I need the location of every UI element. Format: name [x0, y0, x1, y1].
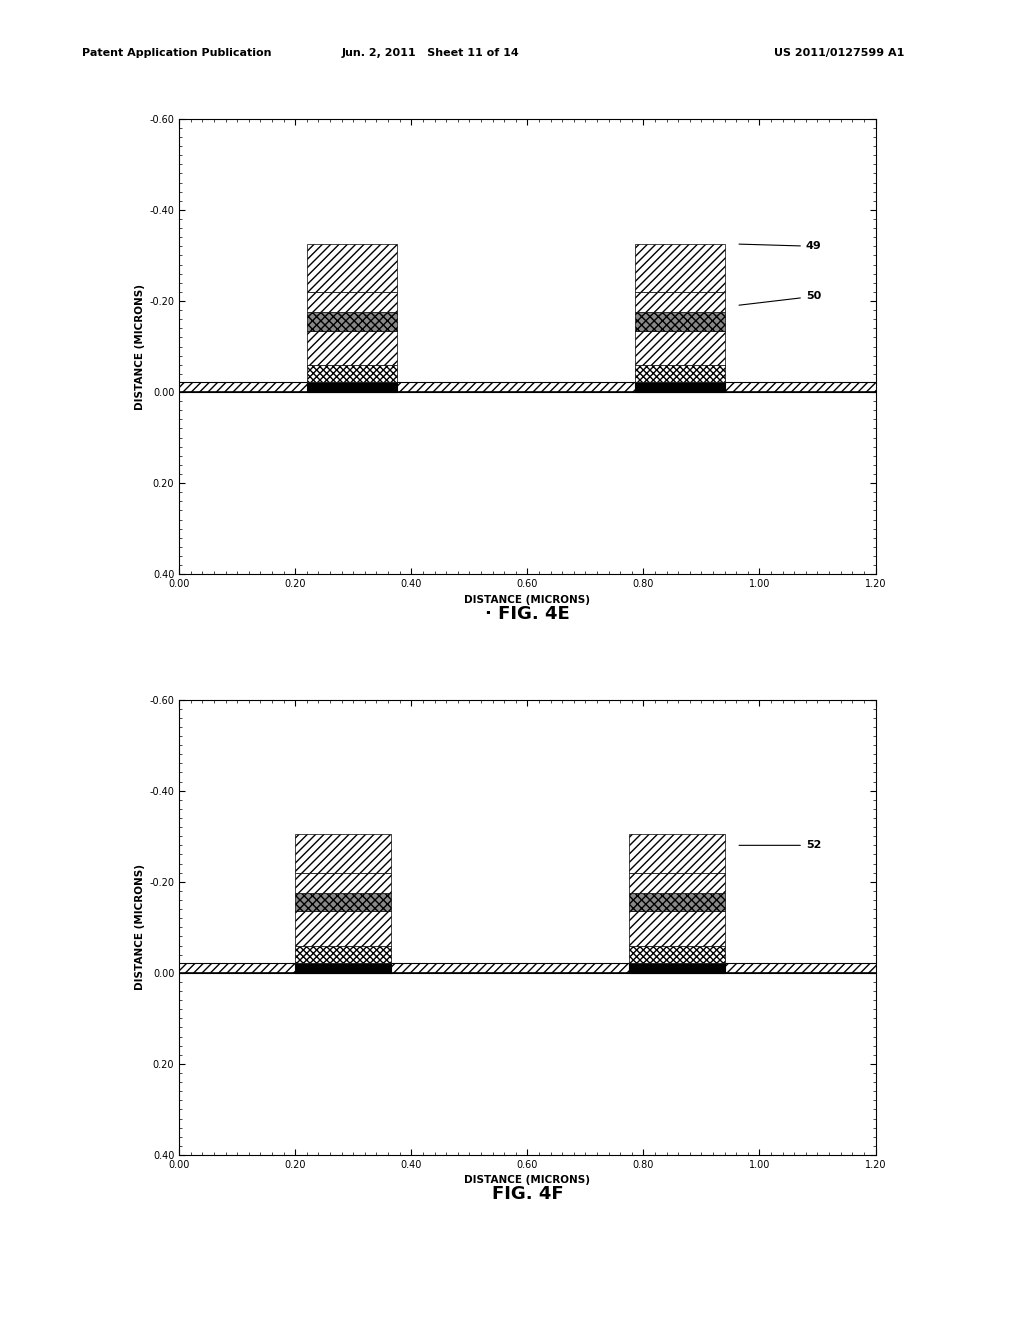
Bar	[295, 873, 391, 894]
Bar	[179, 381, 876, 392]
Bar	[295, 945, 391, 962]
Bar	[179, 962, 876, 973]
Bar	[629, 894, 725, 911]
Bar	[635, 292, 725, 313]
Text: 49: 49	[739, 242, 821, 251]
Bar	[295, 834, 391, 873]
Bar	[629, 945, 725, 962]
Bar	[295, 962, 391, 973]
Bar	[307, 313, 396, 330]
Text: FIG. 4F: FIG. 4F	[492, 1185, 563, 1204]
Bar	[635, 381, 725, 392]
Bar	[295, 911, 391, 945]
Text: 50: 50	[739, 292, 821, 305]
Bar	[629, 962, 725, 973]
Bar	[629, 834, 725, 873]
Bar	[307, 330, 396, 364]
Bar	[635, 313, 725, 330]
Y-axis label: DISTANCE (MICRONS): DISTANCE (MICRONS)	[135, 284, 145, 409]
Text: Jun. 2, 2011   Sheet 11 of 14: Jun. 2, 2011 Sheet 11 of 14	[341, 48, 519, 58]
Bar	[307, 364, 396, 381]
Bar	[635, 364, 725, 381]
Bar	[307, 381, 396, 392]
Bar	[629, 911, 725, 945]
Bar	[307, 292, 396, 313]
Text: US 2011/0127599 A1: US 2011/0127599 A1	[774, 48, 905, 58]
Text: 52: 52	[739, 841, 821, 850]
Y-axis label: DISTANCE (MICRONS): DISTANCE (MICRONS)	[135, 865, 145, 990]
Bar	[295, 894, 391, 911]
Bar	[635, 244, 725, 292]
Bar	[307, 244, 396, 292]
X-axis label: DISTANCE (MICRONS): DISTANCE (MICRONS)	[464, 594, 591, 605]
Text: Patent Application Publication: Patent Application Publication	[82, 48, 271, 58]
Bar	[629, 873, 725, 894]
Bar	[635, 330, 725, 364]
Text: · FIG. 4E: · FIG. 4E	[485, 605, 569, 623]
X-axis label: DISTANCE (MICRONS): DISTANCE (MICRONS)	[464, 1175, 591, 1185]
